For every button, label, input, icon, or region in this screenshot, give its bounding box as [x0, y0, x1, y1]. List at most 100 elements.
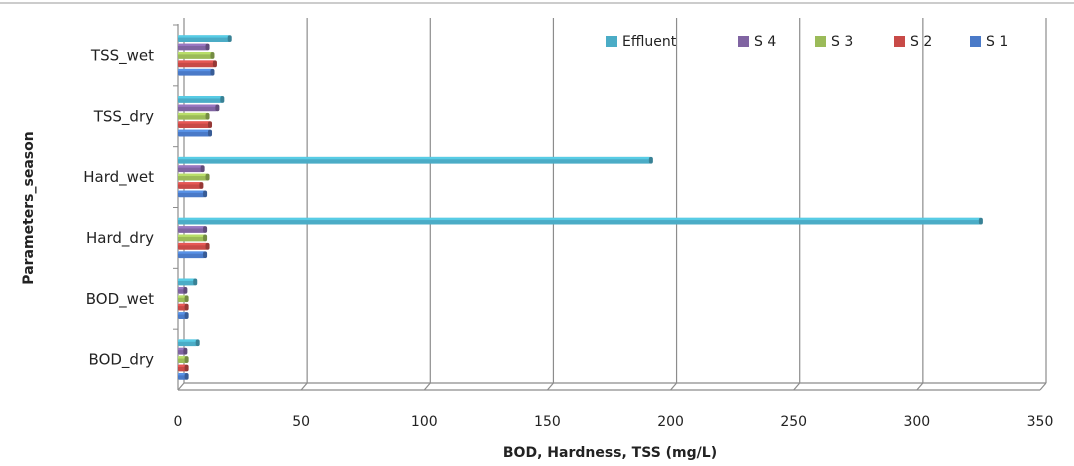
bar [178, 68, 215, 76]
bar-cap [193, 278, 198, 286]
bar-highlight [178, 43, 208, 46]
category-label: TSS_wet [90, 46, 154, 65]
category-label: Hard_wet [83, 168, 154, 187]
bar-highlight [178, 129, 211, 133]
floor-grid-line [670, 382, 678, 391]
bar [178, 364, 189, 372]
bar-highlight [178, 190, 206, 193]
legend-item: S 2 [894, 34, 932, 50]
bar-highlight [178, 60, 215, 63]
bar-cap [203, 190, 208, 198]
bar-cap [203, 226, 208, 233]
bar [178, 234, 208, 242]
bar [178, 286, 188, 294]
bar [178, 182, 204, 189]
bar-highlight [178, 165, 203, 168]
bar [178, 129, 213, 137]
bar-highlight [178, 35, 230, 38]
bar-cap [203, 251, 208, 259]
floor-grid-line [916, 382, 924, 391]
bar [178, 35, 232, 43]
bar-highlight [178, 251, 206, 254]
bar-highlight [178, 278, 196, 281]
legend-label: Effluent [622, 34, 677, 50]
x-tick-label: 150 [534, 414, 561, 430]
bar [178, 372, 189, 380]
bar-highlight [178, 364, 187, 367]
category-label: BOD_dry [89, 351, 155, 370]
bar-cap [184, 372, 189, 380]
bar-cap [205, 173, 210, 181]
bar [178, 121, 213, 129]
legend-item: S 3 [815, 34, 853, 50]
legend-item: Effluent [606, 34, 677, 50]
bar-cap [210, 52, 215, 59]
x-tick-label: 100 [411, 414, 438, 430]
legend: Effluent S 4 S 3 S 2 S 1 [606, 34, 1008, 50]
bar-highlight [178, 242, 208, 246]
bar [178, 356, 189, 363]
x-tick-label: 300 [903, 414, 930, 430]
floor-grid-line [546, 382, 554, 391]
bar [178, 339, 200, 347]
bar-cap [184, 303, 189, 311]
floor-grid-line [300, 382, 308, 391]
bar-cap [210, 68, 215, 76]
bar [178, 60, 217, 68]
bar-highlight [178, 182, 202, 185]
grid-lines [177, 18, 1047, 391]
category-labels: BOD_dry BOD_wet Hard_dry Hard_wet TSS_dry TSS… [83, 46, 154, 369]
category-label: TSS_dry [93, 107, 154, 126]
bar-cap [203, 234, 208, 242]
legend-swatch [606, 36, 617, 47]
bar-highlight [178, 104, 218, 107]
bar [178, 165, 205, 173]
y-axis-title: Parameters_season [21, 131, 37, 284]
bar-cap [183, 347, 188, 355]
bar-cap [184, 364, 189, 372]
bar [178, 52, 215, 59]
bar-highlight [178, 121, 211, 124]
bar [178, 190, 208, 198]
floor-grid-line [423, 382, 431, 391]
bar-cap [215, 104, 220, 112]
floor-grid-line [177, 382, 185, 391]
bar-highlight [178, 112, 208, 116]
bar [178, 226, 208, 233]
floor-grid-line [1039, 382, 1047, 391]
x-axis-title: BOD, Hardness, TSS (mg/L) [503, 445, 717, 461]
bars [178, 35, 983, 380]
bar-highlight [178, 52, 213, 55]
bar-highlight [178, 347, 186, 351]
legend-label: S 2 [910, 34, 932, 50]
legend-item: S 4 [738, 34, 776, 50]
x-tick-labels: 0 50 100 150 200 250 300 350 [174, 414, 1054, 430]
legend-swatch [738, 36, 749, 47]
bar [178, 96, 225, 103]
bar-highlight [178, 356, 187, 359]
legend-swatch [894, 36, 905, 47]
x-tick-label: 350 [1027, 414, 1054, 430]
bar-cap [227, 35, 232, 43]
bar-cap [208, 121, 213, 129]
bar-cap [978, 217, 983, 225]
bar-cap [200, 165, 205, 173]
legend-label: S 4 [754, 34, 776, 50]
bar-cap [184, 295, 189, 303]
x-tick-label: 250 [780, 414, 807, 430]
x-tick-label: 0 [174, 414, 183, 430]
axes [173, 18, 1046, 391]
category-label: Hard_dry [86, 229, 154, 248]
bar [178, 242, 210, 250]
bar-cap [195, 339, 200, 347]
bar-cap [199, 182, 204, 189]
bar-cap [183, 286, 188, 294]
bar-highlight [178, 312, 187, 315]
floor-grid-line [793, 382, 801, 391]
bar-cap [205, 112, 210, 120]
bar-highlight [178, 96, 223, 99]
legend-swatch [970, 36, 981, 47]
x-tick-label: 200 [657, 414, 684, 430]
bar [178, 312, 189, 319]
bar-cap [208, 129, 213, 137]
